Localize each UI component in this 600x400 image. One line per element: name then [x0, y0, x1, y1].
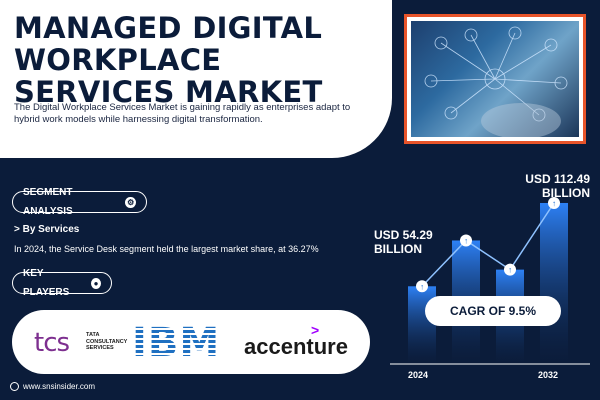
trend-point — [504, 263, 516, 276]
accenture-logo: accenture — [244, 334, 348, 359]
globe-icon — [10, 382, 19, 391]
trend-line — [421, 202, 555, 287]
services-heading: > By Services — [14, 224, 80, 235]
tcs-logo: tcs TATA CONSULTANCY SERVICES — [34, 328, 127, 358]
year-label-2024: 2024 — [408, 370, 429, 380]
services-description: In 2024, the Service Desk segment held t… — [14, 244, 319, 254]
key-players-logos: tcs TATA CONSULTANCY SERVICES IBM accent… — [12, 310, 370, 374]
title-banner — [0, 0, 392, 158]
value-label-2024-amount: USD 54.29 — [374, 228, 433, 242]
trend-point — [416, 280, 428, 293]
market-chart: ↑ ↑ ↑ ↑ USD 112.49 BILLION USD 54.29 BILLIO… — [374, 160, 600, 400]
segment-analysis-badge: SEGMENT ANALYSIS ⚙ — [12, 187, 147, 217]
page-subtitle: The Digital Workplace Services Market is… — [14, 102, 351, 125]
year-label-2032: 2032 — [538, 370, 559, 380]
value-label-2024: USD 54.29 BILLION — [374, 228, 454, 256]
arrow-up-icon: ↑ — [420, 282, 424, 291]
footer: www.snsinsider.com — [10, 382, 95, 391]
tcs-logo-word: tcs — [34, 328, 70, 358]
value-label-2024-unit: BILLION — [374, 242, 422, 256]
people-icon: ● — [91, 277, 101, 289]
footer-website: www.snsinsider.com — [23, 382, 96, 391]
ibm-logo: IBM — [132, 320, 221, 366]
key-players-label: KEY PLAYERS — [23, 268, 70, 298]
chart-bar — [540, 202, 568, 364]
value-label-2032-amount: USD 112.49 — [525, 172, 590, 186]
tcs-logo-subtitle: TATA CONSULTANCY SERVICES — [86, 332, 128, 351]
gear-icon: ⚙ — [125, 196, 136, 208]
accenture-mark-icon: > — [311, 322, 320, 338]
segment-analysis-label: SEGMENT ANALYSIS — [23, 187, 73, 217]
arrow-up-icon: ↑ — [508, 266, 512, 275]
hero-image — [404, 14, 586, 144]
arrow-up-icon: ↑ — [464, 236, 468, 245]
cagr-badge: CAGR OF 9.5% — [425, 296, 561, 326]
trend-point — [548, 196, 560, 209]
key-players-badge: KEY PLAYERS ● — [12, 268, 112, 298]
arrow-up-icon: ↑ — [552, 199, 556, 208]
network-icons-illustration — [424, 26, 568, 137]
value-label-2032-unit: BILLION — [542, 186, 590, 200]
value-label-2032: USD 112.49 BILLION — [498, 172, 590, 200]
trend-point — [460, 234, 472, 247]
page-title: MANAGED DIGITAL WORKPLACE SERVICES MARKE… — [14, 11, 323, 109]
digital-network-image — [411, 21, 579, 137]
